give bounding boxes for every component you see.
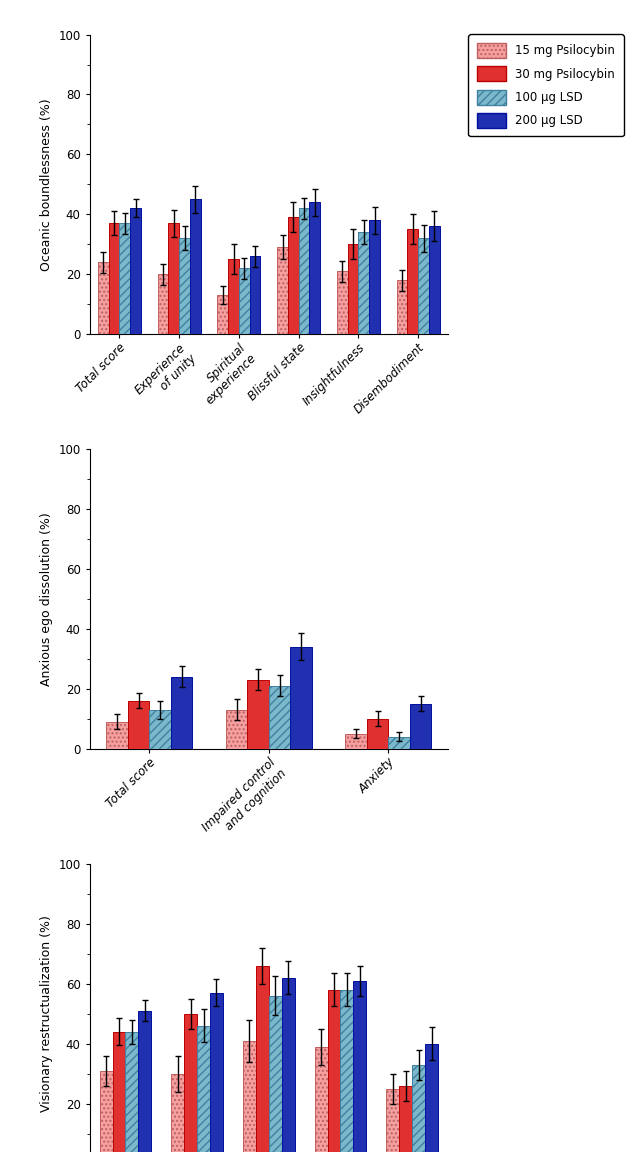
Bar [299,209,309,334]
Y-axis label: Oceanic boundlessness (%): Oceanic boundlessness (%) [40,98,52,271]
Bar [100,1070,113,1152]
Bar [106,722,128,749]
Bar [250,256,260,334]
Bar [425,1044,438,1152]
Bar [367,719,388,749]
Bar [412,1064,425,1152]
Bar [399,1085,412,1152]
Bar [397,280,408,334]
Bar [120,223,130,334]
Bar [340,990,353,1152]
Bar [418,238,429,334]
Bar [291,647,312,749]
Bar [239,268,250,334]
Bar [309,203,320,334]
Bar [328,990,340,1152]
Bar [269,995,282,1152]
Y-axis label: Visionary restructualization (%): Visionary restructualization (%) [40,916,52,1112]
Bar [184,1014,197,1152]
Bar [429,226,440,334]
Bar [282,978,294,1152]
Bar [157,274,168,334]
Bar [168,223,179,334]
Bar [388,737,410,749]
Bar [125,1032,138,1152]
Bar [197,1025,210,1152]
Bar [98,263,109,334]
Bar [113,1032,125,1152]
Bar [226,710,247,749]
Bar [348,244,358,334]
Bar [138,1010,151,1152]
Bar [243,1040,256,1152]
Bar [171,677,193,749]
Bar [315,1047,328,1152]
Bar [256,965,269,1152]
Bar [109,223,120,334]
Bar [408,229,418,334]
Bar [288,218,299,334]
Bar [172,1074,184,1152]
Bar [387,1089,399,1152]
Bar [179,238,190,334]
Bar [218,295,228,334]
Bar [210,993,223,1152]
Bar [353,980,366,1152]
Y-axis label: Anxious ego dissolution (%): Anxious ego dissolution (%) [40,513,52,685]
Bar [128,700,149,749]
Bar [149,710,171,749]
Bar [410,704,431,749]
Bar [228,259,239,334]
Bar [369,220,380,334]
Bar [277,248,288,334]
Bar [247,680,269,749]
Legend: 15 mg Psilocybin, 30 mg Psilocybin, 100 μg LSD, 200 μg LSD: 15 mg Psilocybin, 30 mg Psilocybin, 100 … [468,35,623,136]
Bar [345,734,367,749]
Bar [269,685,291,749]
Bar [130,209,141,334]
Bar [358,233,369,334]
Bar [190,199,201,334]
Bar [337,271,348,334]
